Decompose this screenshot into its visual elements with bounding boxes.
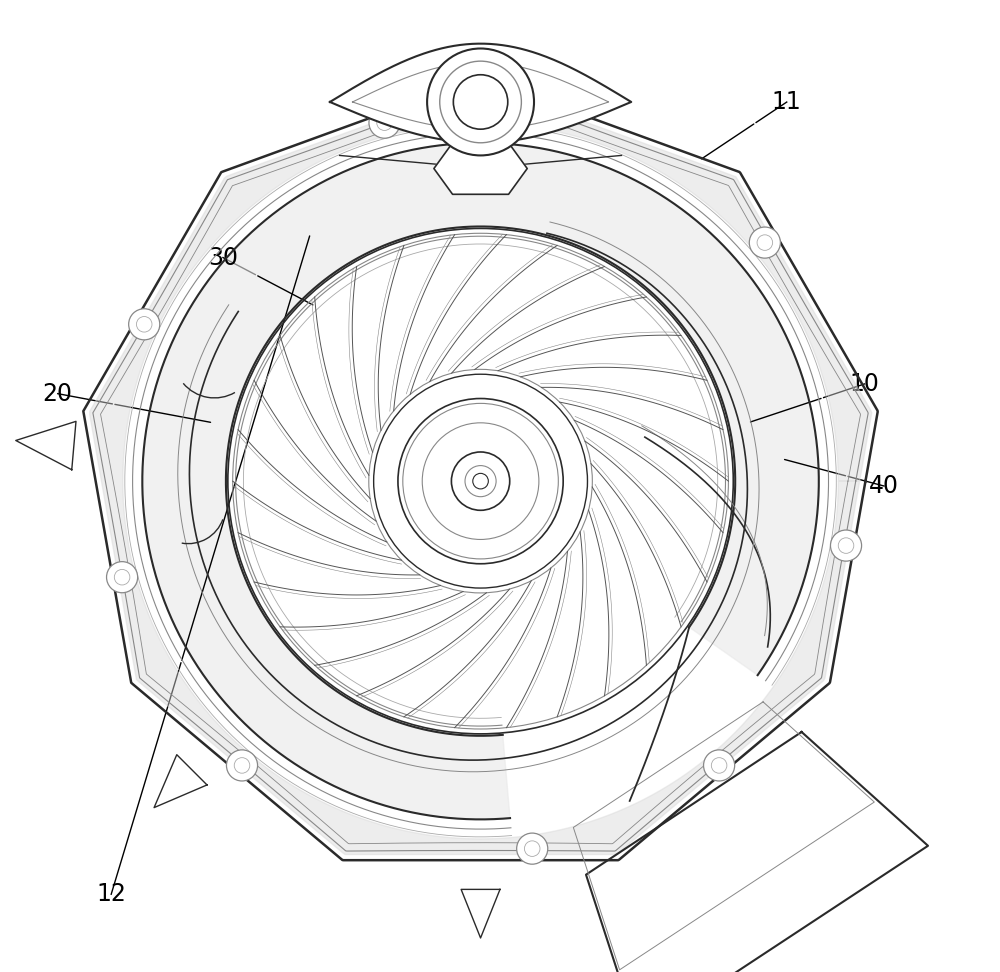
- Circle shape: [749, 227, 780, 259]
- Polygon shape: [154, 754, 207, 808]
- Circle shape: [704, 749, 735, 781]
- Circle shape: [226, 749, 258, 781]
- Circle shape: [398, 399, 563, 564]
- Circle shape: [377, 377, 585, 585]
- Circle shape: [451, 452, 510, 510]
- Polygon shape: [330, 44, 631, 143]
- Polygon shape: [586, 732, 928, 972]
- Circle shape: [465, 466, 496, 497]
- Text: 30: 30: [208, 246, 238, 269]
- Text: 13: 13: [441, 81, 471, 104]
- Text: 10: 10: [850, 372, 879, 396]
- Polygon shape: [142, 143, 819, 819]
- Circle shape: [107, 562, 138, 593]
- Circle shape: [453, 75, 508, 129]
- Circle shape: [473, 473, 488, 489]
- Circle shape: [517, 833, 548, 864]
- Circle shape: [422, 423, 539, 539]
- Circle shape: [830, 530, 862, 561]
- Circle shape: [427, 49, 534, 156]
- Circle shape: [463, 464, 498, 499]
- Text: 40: 40: [869, 474, 899, 498]
- Text: 12: 12: [96, 883, 126, 906]
- Polygon shape: [83, 78, 878, 860]
- Polygon shape: [461, 889, 500, 938]
- Polygon shape: [434, 143, 527, 194]
- Text: 11: 11: [772, 90, 802, 114]
- Circle shape: [369, 107, 400, 138]
- Text: 20: 20: [43, 382, 73, 405]
- Polygon shape: [90, 85, 872, 854]
- Circle shape: [129, 309, 160, 340]
- Circle shape: [455, 456, 506, 506]
- Polygon shape: [16, 421, 76, 469]
